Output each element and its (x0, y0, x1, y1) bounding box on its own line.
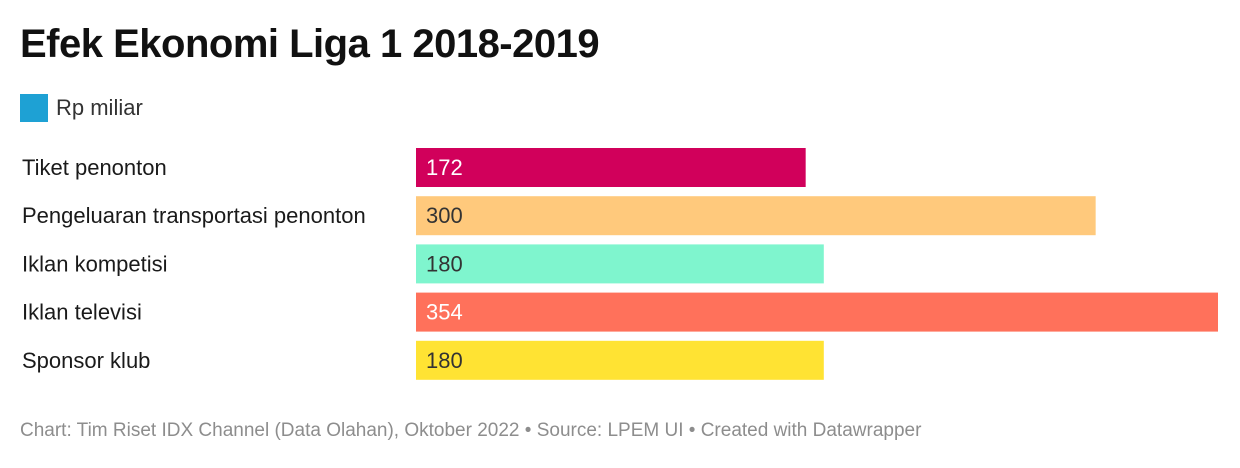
bar (416, 340, 824, 380)
value-label: 180 (426, 251, 463, 276)
bar (416, 196, 1096, 236)
legend-label: Rp miliar (56, 95, 143, 120)
value-label: 354 (426, 300, 463, 325)
category-label: Sponsor klub (22, 348, 150, 373)
bar (416, 244, 824, 284)
value-label: 172 (426, 155, 463, 180)
category-label: Tiket penonton (22, 155, 167, 180)
category-label: Iklan televisi (22, 300, 142, 325)
legend: Rp miliar (20, 93, 143, 123)
legend-swatch (20, 94, 48, 122)
category-label: Pengeluaran transportasi penonton (22, 203, 366, 228)
chart-footer: Chart: Tim Riset IDX Channel (Data Olaha… (20, 420, 922, 441)
category-label: Iklan kompetisi (22, 251, 168, 276)
bar (416, 148, 806, 187)
value-label: 300 (426, 203, 463, 228)
value-label: 180 (426, 348, 463, 373)
chart-title: Efek Ekonomi Liga 1 2018-2019 (20, 22, 600, 66)
bar (416, 292, 1218, 332)
